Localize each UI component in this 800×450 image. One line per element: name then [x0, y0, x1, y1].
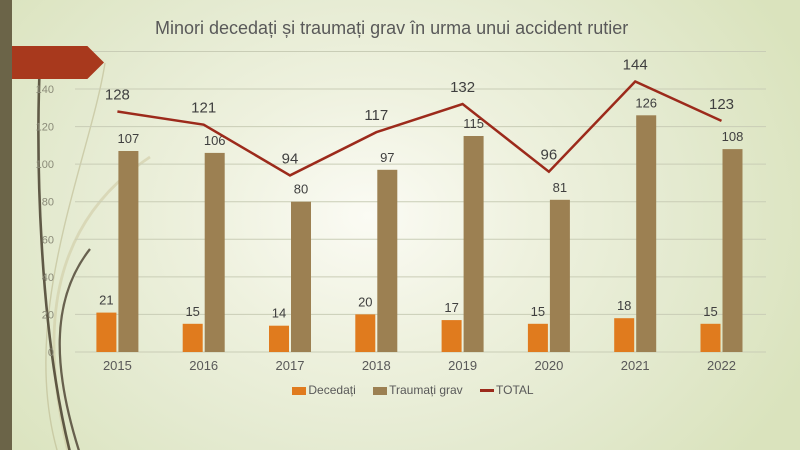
- svg-text:40: 40: [42, 272, 54, 284]
- svg-text:2021: 2021: [621, 358, 650, 373]
- svg-text:2015: 2015: [103, 358, 132, 373]
- svg-text:140: 140: [36, 84, 54, 96]
- svg-text:20: 20: [42, 309, 54, 321]
- svg-text:60: 60: [42, 234, 54, 246]
- svg-text:81: 81: [553, 180, 567, 195]
- svg-text:132: 132: [450, 79, 475, 96]
- svg-text:123: 123: [709, 96, 734, 113]
- svg-text:144: 144: [623, 57, 648, 74]
- svg-text:2016: 2016: [189, 358, 218, 373]
- svg-text:2017: 2017: [276, 358, 305, 373]
- svg-text:2018: 2018: [362, 358, 391, 373]
- svg-text:96: 96: [541, 147, 558, 164]
- svg-text:120: 120: [36, 122, 54, 134]
- svg-text:100: 100: [36, 159, 54, 171]
- svg-text:20: 20: [358, 294, 372, 309]
- svg-text:15: 15: [703, 304, 717, 319]
- svg-text:80: 80: [294, 182, 308, 197]
- svg-text:121: 121: [191, 100, 216, 117]
- svg-text:21: 21: [99, 293, 113, 308]
- svg-text:126: 126: [635, 95, 657, 110]
- svg-text:15: 15: [531, 304, 545, 319]
- svg-text:128: 128: [105, 87, 130, 104]
- svg-text:2020: 2020: [534, 358, 563, 373]
- svg-text:14: 14: [272, 306, 286, 321]
- svg-text:108: 108: [722, 129, 744, 144]
- svg-text:2019: 2019: [448, 358, 477, 373]
- svg-text:2022: 2022: [707, 358, 736, 373]
- svg-text:80: 80: [42, 197, 54, 209]
- svg-text:0: 0: [48, 347, 54, 359]
- svg-text:97: 97: [380, 150, 394, 165]
- svg-text:117: 117: [364, 107, 388, 124]
- svg-text:94: 94: [282, 150, 299, 167]
- svg-text:15: 15: [185, 304, 199, 319]
- svg-text:18: 18: [617, 298, 631, 313]
- svg-text:17: 17: [444, 300, 458, 315]
- svg-text:107: 107: [118, 131, 140, 146]
